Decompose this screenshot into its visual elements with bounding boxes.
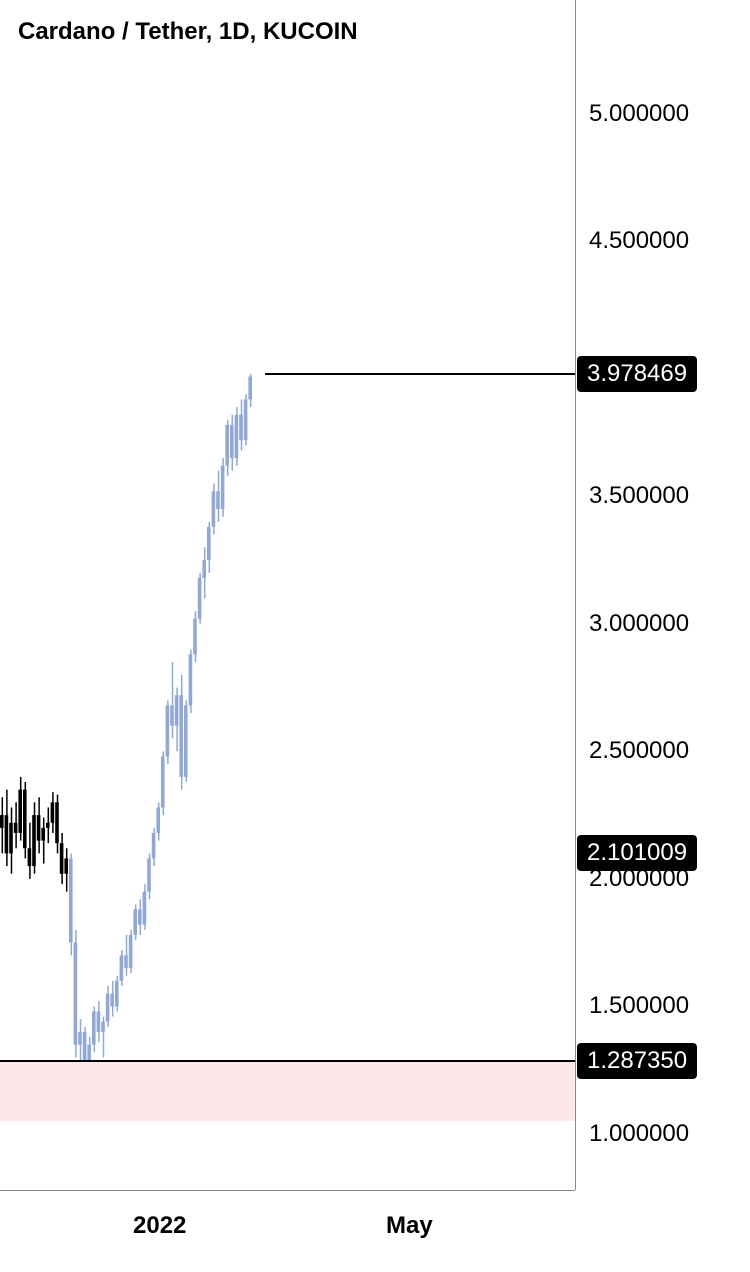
y-tick-label: 3.000000: [589, 610, 689, 638]
y-tick-label: 4.500000: [589, 227, 689, 255]
current-price-line: [265, 373, 576, 375]
price-badge: 3.978469: [577, 356, 697, 392]
y-tick-label: 2.500000: [589, 737, 689, 765]
chart-container: Cardano / Tether, 1D, KUCOIN 5.0000004.5…: [0, 0, 750, 1272]
support-line: [0, 1060, 575, 1062]
price-badge: 1.287350: [577, 1043, 697, 1079]
y-tick-label: 3.500000: [589, 482, 689, 510]
support-zone: [0, 1061, 575, 1122]
y-tick-label: 1.500000: [589, 992, 689, 1020]
x-tick-label: May: [386, 1212, 433, 1240]
y-tick-label: 5.000000: [589, 100, 689, 128]
price-badge: 2.101009: [577, 835, 697, 871]
x-tick-label: 2022: [133, 1212, 186, 1240]
y-axis-line: [575, 0, 576, 1190]
x-axis-line: [0, 1190, 575, 1191]
y-tick-label: 1.000000: [589, 1120, 689, 1148]
